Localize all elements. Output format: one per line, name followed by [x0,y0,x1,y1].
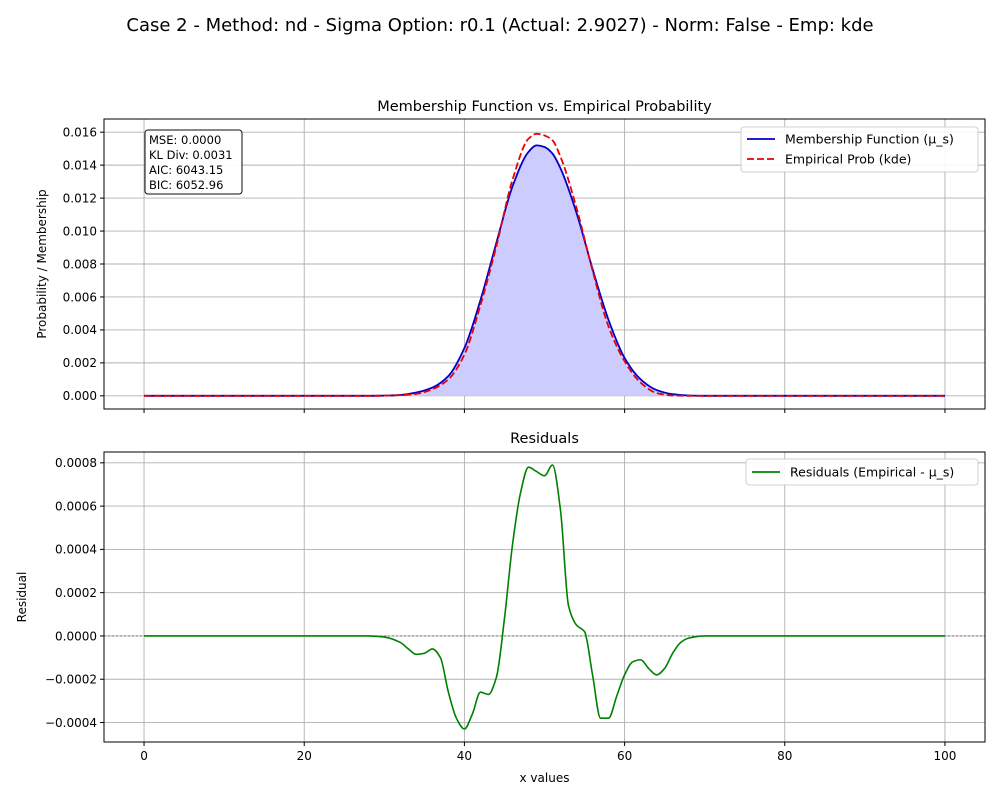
residuals-panel: Residuals 0 20 40 60 80 100 −0.0004 −0.0002 0.00… [15,431,986,785]
residuals-legend: Residuals (Empirical - μ_s) [745,458,979,486]
residuals-panel-title: Residuals [510,431,579,447]
y-tick-label: 0.008 [63,257,97,271]
legend-label-empirical: Empirical Prob (kde) [785,152,911,167]
residuals-grid [104,452,985,742]
residuals-axes-frame [103,451,986,743]
residuals-ticks: 0 20 40 60 80 100 −0.0004 −0.0002 0.0000 0.0002 0.… [45,456,956,763]
y-tick-label: 0.0000 [55,629,97,643]
y-tick-label: 0.0008 [55,456,97,470]
x-tick-label: 80 [777,749,792,763]
membership-legend: Membership Function (μ_s) Empirical Prob… [740,126,979,173]
y-tick-label: 0.0006 [55,499,97,513]
legend-label-residuals: Residuals (Empirical - μ_s) [790,465,954,480]
y-tick-label: 0.0004 [55,543,97,557]
stat-kl-div: KL Div: 0.0031 [149,148,233,162]
membership-panel-title: Membership Function vs. Empirical Probab… [377,99,712,115]
x-tick-label: 0 [140,749,148,763]
x-tick-label: 60 [617,749,632,763]
x-tick-label: 100 [934,749,957,763]
y-tick-label: 0.012 [63,191,97,205]
membership-fill-area [144,145,945,396]
y-tick-label: −0.0004 [45,716,97,730]
x-tick-label: 20 [297,749,312,763]
stat-mse: MSE: 0.0000 [149,133,221,147]
y-tick-label: −0.0002 [45,673,97,687]
stats-box: MSE: 0.0000 KL Div: 0.0031 AIC: 6043.15 … [144,129,243,195]
x-tick-label: 40 [457,749,472,763]
empirical-prob-line [144,132,945,397]
y-tick-label: 0.004 [63,323,97,337]
y-tick-label: 0.000 [63,389,97,403]
y-tick-label: 0.002 [63,356,97,370]
y-tick-label: 0.010 [63,224,97,238]
figure-suptitle: Case 2 - Method: nd - Sigma Option: r0.1… [126,15,873,36]
legend-label-membership: Membership Function (μ_s) [785,132,954,147]
residuals-xlabel: x values [520,771,570,785]
membership-ylabel: Probability / Membership [35,189,49,338]
y-tick-label: 0.006 [63,290,97,304]
y-tick-label: 0.014 [63,158,97,172]
membership-panel: Membership Function vs. Empirical Probab… [35,99,986,413]
stat-aic: AIC: 6043.15 [149,163,223,177]
y-tick-label: 0.0002 [55,586,97,600]
residuals-line [144,464,945,730]
y-tick-label: 0.016 [63,125,97,139]
residuals-ylabel: Residual [15,572,29,623]
membership-ticks: 0.000 0.002 0.004 0.006 0.008 0.010 0.012 0.014… [63,125,946,413]
stat-bic: BIC: 6052.96 [149,178,223,192]
